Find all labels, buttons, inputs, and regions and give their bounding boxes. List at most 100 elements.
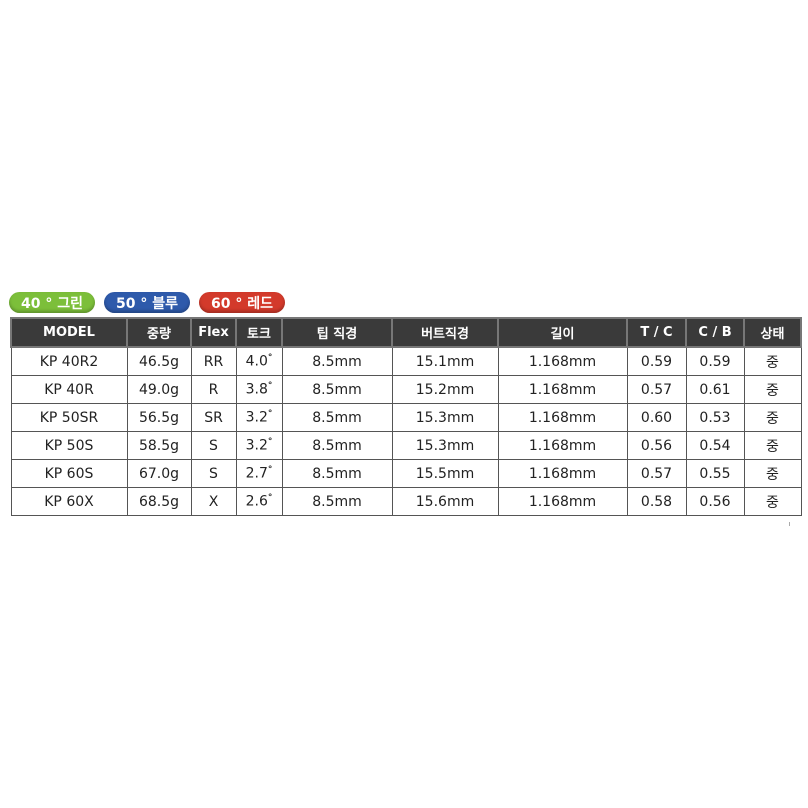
cell-value: 중 (766, 438, 779, 455)
column-header: Flex (190, 317, 237, 348)
cell-value: 46.5g (138, 353, 180, 370)
table-cell: 8.5mm (281, 431, 393, 460)
cell-value: 8.5mm (312, 409, 362, 426)
column-header: T / C (626, 317, 687, 348)
table-cell: 2.7° (235, 459, 283, 488)
column-header: 토크 (235, 317, 283, 348)
cell-value: 56.5g (138, 409, 180, 426)
table-cell: 0.56 (685, 487, 745, 516)
table-cell: 49.0g (126, 375, 192, 404)
column-header: C / B (685, 317, 745, 348)
table-cell: 1.168mm (497, 403, 628, 432)
table-cell: 8.5mm (281, 459, 393, 488)
cell-value: 1.168mm (528, 353, 597, 370)
table-cell: KP 50SR (10, 403, 128, 432)
cell-value: 15.1mm (415, 353, 475, 370)
table-cell: KP 60S (10, 459, 128, 488)
degree-unit: ° (267, 465, 273, 476)
badge-50-blue: 50 ° 블루 (104, 292, 190, 313)
cell-value: 67.0g (138, 465, 180, 482)
table-cell: 0.60 (626, 403, 687, 432)
cell-value: 1.168mm (528, 381, 597, 398)
cell-value: 0.57 (640, 381, 673, 398)
table-cell: 15.5mm (391, 459, 499, 488)
cell-value: 4.0 (245, 353, 268, 370)
table-cell: 0.56 (626, 431, 687, 460)
table-cell: 중 (743, 346, 802, 376)
table-cell: 중 (743, 431, 802, 460)
table-cell: 15.1mm (391, 346, 499, 376)
color-legend: 40 ° 그린 50 ° 블루 60 ° 레드 (9, 292, 285, 313)
cell-value: 0.59 (699, 353, 731, 370)
cell-value: 0.56 (640, 437, 673, 454)
table-cell: 0.55 (685, 459, 745, 488)
table-cell: 3.2° (235, 431, 283, 460)
table-cell: 중 (743, 375, 802, 404)
table-cell: KP 40R2 (10, 346, 128, 376)
table-cell: 8.5mm (281, 346, 393, 376)
table-cell: 3.2° (235, 403, 283, 432)
table-cell: 2.6° (235, 487, 283, 516)
cell-value: R (208, 381, 219, 398)
table-cell: 0.53 (685, 403, 745, 432)
table-cell: 8.5mm (281, 375, 393, 404)
cell-value: 15.3mm (415, 437, 475, 454)
cell-value: 58.5g (138, 437, 180, 454)
table-cell: 15.2mm (391, 375, 499, 404)
table-cell: 3.8° (235, 375, 283, 404)
table-cell: 4.0° (235, 346, 283, 376)
table-cell: 0.57 (626, 375, 687, 404)
table-cell: 1.168mm (497, 346, 628, 376)
cell-value: S (209, 465, 218, 482)
cell-value: KP 40R (44, 381, 94, 398)
table-cell: KP 60X (10, 487, 128, 516)
divider (789, 522, 790, 526)
cell-value: 3.2 (245, 409, 268, 426)
degree-unit: ° (267, 493, 273, 504)
table-cell: 1.168mm (497, 375, 628, 404)
cell-value: 0.57 (640, 465, 673, 482)
cell-value: 0.53 (699, 409, 731, 426)
cell-value: 1.168mm (528, 465, 597, 482)
table-cell: KP 50S (10, 431, 128, 460)
table-row: KP 50SR 56.5g SR 3.2° 8.5mm 15.3mm 1.168mm 0.60… (10, 403, 802, 432)
cell-value: 15.3mm (415, 409, 475, 426)
cell-value: KP 60X (44, 493, 94, 510)
cell-value: 49.0g (138, 381, 180, 398)
cell-value: 1.168mm (528, 437, 597, 454)
degree-unit: ° (267, 409, 273, 420)
cell-value: 2.6 (245, 493, 268, 510)
column-header: 상태 (743, 317, 802, 348)
cell-value: 중 (766, 354, 779, 371)
cell-value: 3.8 (245, 381, 268, 398)
cell-value: 15.5mm (415, 465, 475, 482)
cell-value: 2.7 (245, 465, 268, 482)
table-cell: 58.5g (126, 431, 192, 460)
cell-value: 0.59 (640, 353, 673, 370)
column-header: 중량 (126, 317, 192, 348)
cell-value: 8.5mm (312, 353, 362, 370)
column-header: 길이 (497, 317, 628, 348)
badge-40-green: 40 ° 그린 (9, 292, 95, 313)
table-cell: 0.59 (626, 346, 687, 376)
cell-value: KP 40R2 (39, 353, 99, 370)
table-cell: R (190, 375, 237, 404)
table-cell: 0.57 (626, 459, 687, 488)
table-cell: S (190, 459, 237, 488)
table-cell: 67.0g (126, 459, 192, 488)
degree-unit: ° (267, 381, 273, 392)
cell-value: 68.5g (138, 493, 180, 510)
cell-value: 15.2mm (415, 381, 475, 398)
cell-value: 0.58 (640, 493, 673, 510)
cell-value: 0.60 (640, 409, 673, 426)
cell-value: 중 (766, 382, 779, 399)
table-cell: KP 40R (10, 375, 128, 404)
column-header: 팁 직경 (281, 317, 393, 348)
cell-value: 8.5mm (312, 493, 362, 510)
table-cell: 0.61 (685, 375, 745, 404)
cell-value: 1.168mm (528, 409, 597, 426)
table-cell: 46.5g (126, 346, 192, 376)
table-cell: S (190, 431, 237, 460)
table-cell: 1.168mm (497, 487, 628, 516)
